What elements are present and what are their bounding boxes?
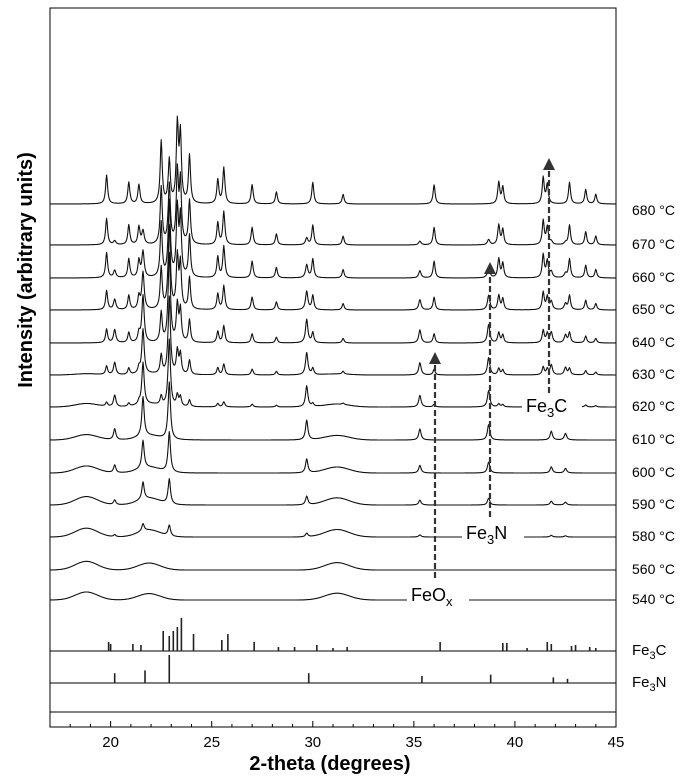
x-axis-title: 2-theta (degrees) bbox=[249, 753, 410, 775]
diffraction-trace bbox=[49, 560, 617, 571]
x-tick-label: 20 bbox=[102, 734, 119, 751]
diffraction-trace bbox=[49, 478, 617, 506]
fe3n-arrow bbox=[484, 262, 496, 517]
diffraction-trace bbox=[49, 115, 617, 205]
diffraction-trace bbox=[49, 522, 617, 538]
x-tick-label: 35 bbox=[406, 734, 423, 751]
fe3c-label-bg bbox=[522, 393, 582, 419]
temperature-label: 540 °C bbox=[632, 591, 675, 607]
diffraction-trace bbox=[49, 295, 617, 376]
x-axis-ticks: 20 25 30 35 40 45 bbox=[69, 721, 625, 751]
fe3c-arrow bbox=[543, 158, 555, 393]
feox-annotation: FeOx bbox=[411, 585, 453, 609]
temperature-label: 610 °C bbox=[632, 431, 675, 447]
temperature-label: 670 °C bbox=[632, 236, 675, 252]
temperature-label: 630 °C bbox=[632, 366, 675, 382]
temperature-label: 680 °C bbox=[632, 202, 675, 218]
feox-arrow bbox=[429, 352, 441, 578]
fe3c-annotation: Fe3C bbox=[526, 396, 567, 420]
temperature-label: 640 °C bbox=[632, 334, 675, 350]
temperature-label: 600 °C bbox=[632, 464, 675, 480]
x-tick-label: 45 bbox=[608, 734, 625, 751]
temperature-label: 620 °C bbox=[632, 398, 675, 414]
fe3n-label-bg bbox=[462, 520, 524, 546]
temperature-label: 660 °C bbox=[632, 269, 675, 285]
diffraction-trace bbox=[49, 198, 617, 279]
x-tick-label: 40 bbox=[507, 734, 524, 751]
temperature-label: 580 °C bbox=[632, 528, 675, 544]
feox-label-bg bbox=[407, 582, 469, 608]
diffraction-trace bbox=[49, 431, 617, 474]
temperature-label: 590 °C bbox=[632, 496, 675, 512]
x-tick-label: 25 bbox=[203, 734, 220, 751]
diffraction-traces bbox=[49, 115, 617, 601]
fe3n-reference-label: Fe3N bbox=[632, 674, 666, 694]
temperature-label: 560 °C bbox=[632, 561, 675, 577]
diffraction-trace bbox=[49, 381, 617, 441]
x-tick-label: 30 bbox=[304, 734, 321, 751]
diffraction-trace bbox=[49, 163, 617, 246]
reference-bars bbox=[107, 618, 597, 683]
fe3n-annotation: Fe3N bbox=[466, 523, 507, 547]
temperature-labels: 540 °C 560 °C 580 °C 590 °C 600 °C 610 °C 620 … bbox=[632, 202, 675, 607]
diffraction-trace bbox=[49, 251, 617, 344]
diffraction-trace bbox=[49, 224, 617, 311]
diffraction-trace bbox=[49, 338, 617, 408]
fe3c-reference-label: Fe3C bbox=[632, 642, 667, 662]
y-axis-title: Intensity (arbitrary units) bbox=[15, 152, 37, 388]
diffraction-trace bbox=[49, 591, 617, 601]
plot-frame bbox=[49, 7, 617, 728]
temperature-label: 650 °C bbox=[632, 301, 675, 317]
